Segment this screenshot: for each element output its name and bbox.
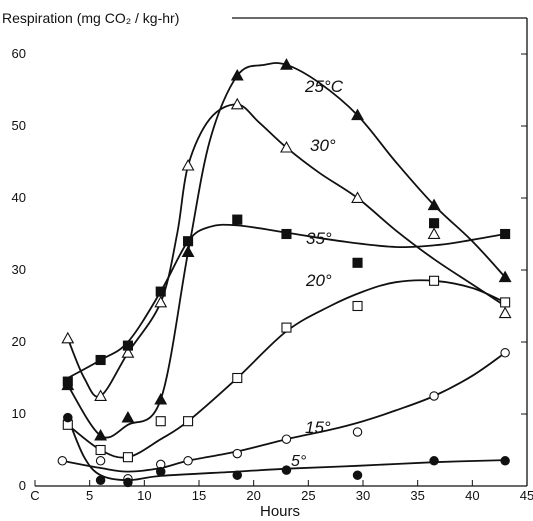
series-3-point [95,444,106,456]
series-2-label: 35° [306,229,332,248]
chart-series-labels: 25°C 30° 35° 20° 15° 5° [291,77,344,470]
series-1-point [280,140,293,153]
series-3-point [500,297,511,308]
series-1-point [230,97,244,110]
x-tick-label: 25 [301,488,315,503]
y-tick-label: 20 [12,334,26,349]
series-3-point [155,416,166,427]
series-2-point [155,286,166,297]
x-tick-label: 35 [410,488,424,503]
y-tick-label: 40 [12,190,26,205]
series-0-point [154,392,168,405]
x-tick-label: 15 [192,488,206,503]
series-1-point [121,346,135,358]
series-3-curve [67,279,506,459]
y-tick-label: 10 [12,406,26,421]
x-axis-label: Hours [260,503,300,520]
series-4-point [232,448,243,459]
series-1-label: 30° [310,136,336,155]
series-5-point [281,465,292,475]
series-0-point [181,245,195,257]
series-0-label: 25°C [304,77,344,96]
series-1-point [94,389,108,401]
series-0-point [94,428,108,441]
x-tick-label: 40 [465,488,479,503]
series-5-curve [66,417,506,482]
series-4-point [500,348,510,358]
series-2-point [122,340,133,351]
y-tick-label: 50 [12,118,26,133]
series-2-point [500,228,511,240]
series-4-point [95,456,106,466]
x-tick-label: C [30,488,39,503]
series-4-point [183,456,193,466]
chart-ticks: C 5 10 15 20 25 30 35 40 45 0 10 20 30 40 50 60 [12,46,533,503]
series-5-point [155,466,166,477]
series-5-point [429,456,439,466]
series-0-point [498,270,512,283]
series-2-point [62,376,73,387]
y-tick-label: 60 [12,46,26,61]
chart-markers [57,58,512,488]
series-3-point [183,416,194,427]
series-4-point [352,427,363,437]
series-5-point [63,412,73,423]
y-tick-label: 30 [12,262,26,277]
series-3-point [352,300,363,312]
series-2-point [429,218,440,229]
series-2-point [183,236,194,247]
series-2-curve [67,223,506,379]
series-1-point [181,158,195,171]
series-1-point [498,306,512,319]
y-axis-label: Respiration (mg CO₂ / kg-hr) [2,10,179,26]
series-3-label: 20° [305,271,332,290]
x-tick-label: 45 [520,488,533,503]
series-5-point [232,470,243,480]
series-1-point [351,191,364,203]
series-2-point [281,228,292,240]
series-5-point [95,475,106,485]
series-5-point [123,477,133,488]
series-4-point [429,391,439,401]
series-3-point [232,372,243,384]
chart-frame [35,17,528,487]
series-0-curve [67,62,506,439]
series-1-point [154,295,168,308]
x-tick-label: 5 [86,488,93,503]
x-tick-label: 30 [356,488,370,503]
series-5-point [500,456,510,466]
series-4-point [57,456,68,466]
series-0-point [427,198,441,211]
series-1-point [427,227,441,239]
series-0-point [351,108,364,121]
x-tick-label: 20 [246,488,260,503]
series-3-point [429,275,440,286]
series-4-point [281,434,292,444]
series-0-point [280,58,293,70]
series-2-point [95,354,106,366]
series-2-point [352,257,363,268]
series-2-point [232,214,243,225]
series-3-point [281,322,292,333]
series-5-label: 5° [291,453,307,470]
series-5-point [352,470,363,480]
series-4-label: 15° [305,418,331,437]
series-1-point [61,331,75,344]
x-tick-label: 10 [137,488,151,503]
series-0-point [230,68,244,81]
y-tick-label: 0 [19,478,26,493]
series-3-point [122,452,133,463]
series-0-point [121,410,135,423]
